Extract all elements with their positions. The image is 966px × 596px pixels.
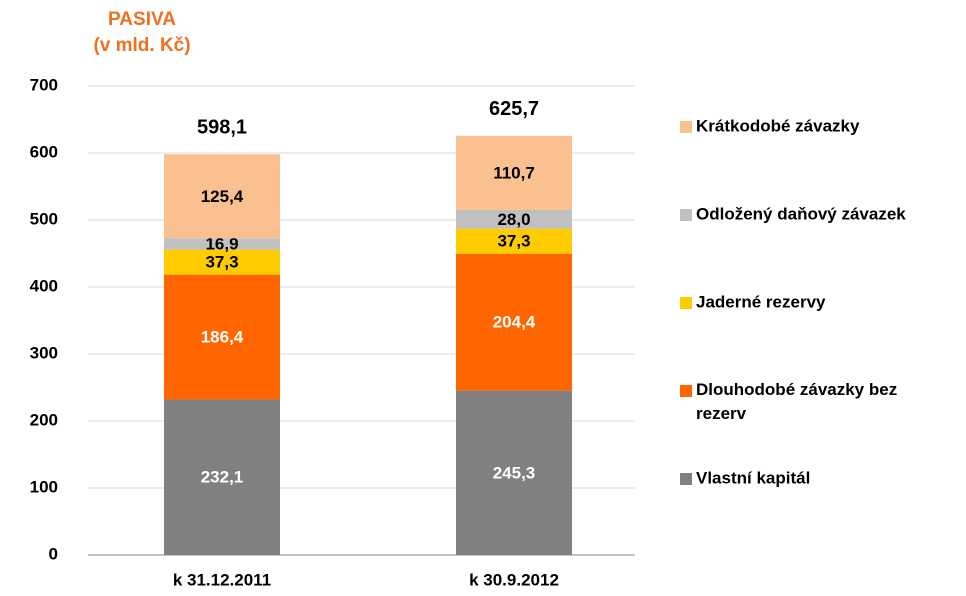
value-label: 186,4 — [201, 328, 244, 347]
bar-segment — [456, 390, 572, 555]
y-tick-label: 600 — [30, 142, 58, 161]
value-label: 110,7 — [493, 163, 535, 182]
y-tick-label: 100 — [30, 477, 58, 496]
value-label: 204,4 — [493, 313, 536, 332]
bar-segment — [456, 135, 572, 210]
bar-segment — [164, 399, 280, 555]
total-label: 625,7 — [489, 98, 539, 120]
chart-subtitle: (v mld. Kč) — [93, 35, 190, 56]
value-label: 16,9 — [205, 234, 238, 253]
value-label: 245,3 — [493, 463, 536, 482]
bar-segment — [456, 253, 572, 391]
bar-segment — [456, 209, 572, 229]
y-tick-label: 700 — [30, 75, 58, 94]
value-label: 125,4 — [201, 187, 244, 206]
y-tick-label: 500 — [30, 209, 58, 228]
y-tick-label: 400 — [30, 276, 58, 295]
legend-swatch — [680, 385, 692, 397]
value-label: 37,3 — [205, 253, 238, 272]
bar-segment — [164, 154, 280, 239]
bar-segment — [164, 249, 280, 275]
value-label: 232,1 — [201, 468, 244, 487]
y-tick-label: 0 — [49, 544, 58, 563]
y-tick-label: 300 — [30, 343, 58, 362]
chart-title: PASIVA — [108, 9, 176, 30]
legend-swatch — [680, 209, 692, 221]
legend-label: Odložený daňový závazek — [696, 204, 906, 223]
bar-segment — [456, 228, 572, 254]
legend-label: Krátkodobé závazky — [696, 116, 860, 135]
legend-label: Jaderné rezervy — [696, 292, 826, 311]
x-tick-label: k 30.9.2012 — [469, 570, 559, 589]
legend-label: Vlastní kapitál — [696, 468, 810, 487]
legend-swatch — [680, 121, 692, 133]
legend-swatch — [680, 473, 692, 485]
legend-label: Dlouhodobé závazky bez rezerv — [696, 380, 897, 423]
value-label: 28,0 — [497, 210, 530, 229]
value-label: 37,3 — [497, 232, 530, 251]
bar-segment — [164, 238, 280, 250]
legend-swatch — [680, 297, 692, 309]
bar-segment — [164, 274, 280, 400]
x-tick-label: k 31.12.2011 — [173, 570, 271, 589]
total-label: 598,1 — [197, 117, 247, 139]
y-tick-label: 200 — [30, 410, 58, 429]
